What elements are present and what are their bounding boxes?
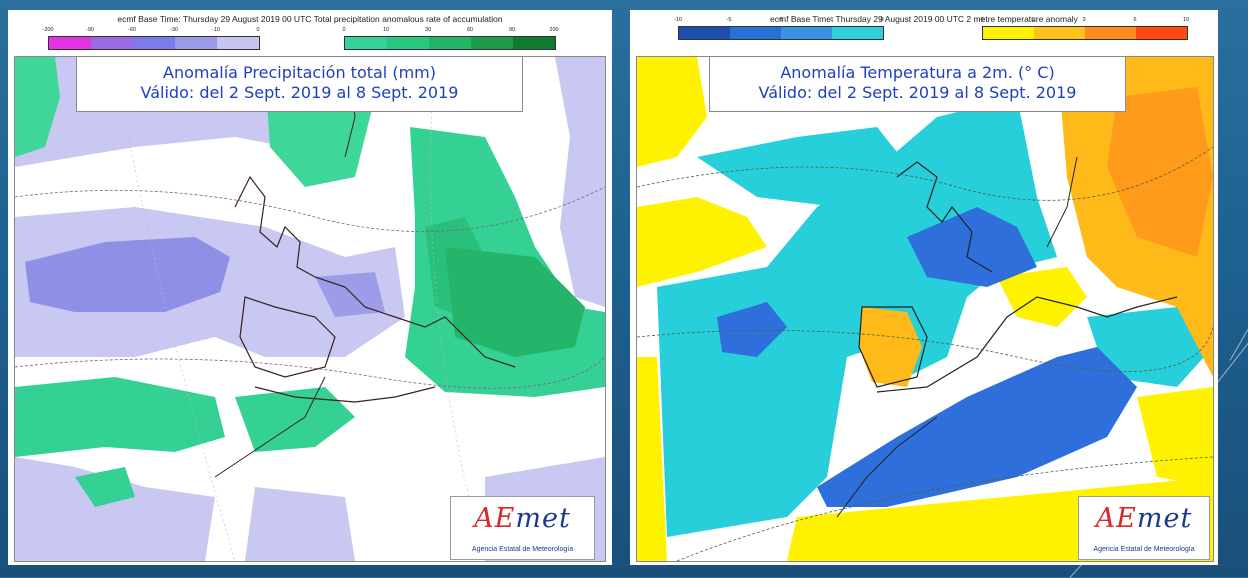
legend-tick-label: -10 — [212, 27, 220, 33]
legend-swatch — [1085, 27, 1136, 39]
legend-tick-label: 0 — [980, 17, 984, 23]
legend-swatch — [679, 27, 730, 39]
aemet-logo-subtitle: Agencia Estatal de Meteorología — [1093, 546, 1195, 553]
aemet-logo: AEmet Agencia Estatal de Meteorología — [1078, 496, 1210, 560]
precipitation-map-area — [14, 56, 606, 562]
legend-tick-label: -3 — [777, 17, 783, 23]
legend-swatch — [429, 37, 471, 49]
legend-tick-label: -1 — [828, 17, 834, 23]
aemet-logo-mark: AEmet — [1095, 503, 1193, 534]
temperature-negative-legend: -10 -5 -3 -1 0 — [674, 17, 884, 40]
map-header-text: ecmf Base Time: Thursday 29 August 2019 … — [117, 14, 503, 24]
legend-tick-label: 6 — [1133, 17, 1137, 23]
map-validity-period: Válido: del 2 Sept. 2019 al 8 Sept. 2019 — [140, 83, 459, 102]
legend-swatch — [471, 37, 513, 49]
aemet-logo: AEmet Agencia Estatal de Meteorología — [450, 496, 595, 560]
temperature-map-graphic — [637, 57, 1213, 561]
legend-tick-label: 0 — [256, 27, 260, 33]
legend-swatch — [91, 37, 133, 49]
legend-swatch — [730, 27, 781, 39]
aemet-logo-subtitle: Agencia Estatal de Meteorología — [471, 546, 574, 553]
legend-tick-label: 0 — [342, 27, 346, 33]
legend-swatch — [175, 37, 217, 49]
legend-swatch — [133, 37, 175, 49]
legend-swatch — [1034, 27, 1085, 39]
map-validity-period: Válido: del 2 Sept. 2019 al 8 Sept. 2019 — [758, 83, 1077, 102]
legend-swatch — [832, 27, 883, 39]
legend-tick-label: 10 — [1182, 17, 1190, 23]
temperature-positive-legend: 0 1 3 6 10 — [980, 17, 1189, 40]
precipitation-negative-legend: -200 -90 -60 -30 -10 0 — [42, 27, 260, 50]
legend-tick-label: 0 — [880, 17, 884, 23]
map-title: Anomalía Temperatura a 2m. (° C) — [780, 63, 1055, 82]
legend-tick-label: -30 — [170, 27, 178, 33]
precipitation-positive-legend: 0 10 30 60 90 200 — [342, 27, 559, 50]
temperature-anomaly-map-panel: ecmf Base Time: Thursday 29 August 2019 … — [630, 10, 1218, 565]
legend-swatch — [387, 37, 429, 49]
temperature-map-area — [636, 56, 1214, 562]
legend-swatch — [217, 37, 259, 49]
legend-tick-label: 3 — [1082, 17, 1086, 23]
legend-swatch — [1136, 27, 1187, 39]
map-title-box: Anomalía Precipitación total (mm) Válido… — [76, 56, 523, 112]
legend-tick-label: -90 — [86, 27, 94, 33]
aemet-logo-mark: AEmet — [474, 503, 571, 534]
precipitation-anomaly-map-panel: ecmf Base Time: Thursday 29 August 2019 … — [8, 10, 612, 565]
legend-tick-label: 30 — [424, 27, 432, 33]
legend-swatch — [345, 37, 387, 49]
legend-tick-label: 60 — [466, 27, 474, 33]
legend-swatch — [49, 37, 91, 49]
legend-tick-label: -200 — [42, 27, 54, 33]
legend-swatch — [513, 37, 555, 49]
legend-tick-label: 1 — [1031, 17, 1035, 23]
map-title-box: Anomalía Temperatura a 2m. (° C) Válido:… — [709, 56, 1126, 112]
legend-tick-label: -10 — [674, 17, 682, 23]
legend-tick-label: -5 — [726, 17, 732, 23]
map-header-text: ecmf Base Time: Thursday 29 August 2019 … — [770, 14, 1078, 24]
legend-tick-label: 90 — [508, 27, 516, 33]
legend-tick-label: 10 — [382, 27, 390, 33]
legend-tick-label: 200 — [549, 27, 559, 33]
precipitation-map-graphic — [15, 57, 605, 561]
legend-tick-label: -60 — [128, 27, 136, 33]
map-title: Anomalía Precipitación total (mm) — [163, 63, 436, 82]
legend-swatch — [983, 27, 1034, 39]
legend-swatch — [781, 27, 832, 39]
